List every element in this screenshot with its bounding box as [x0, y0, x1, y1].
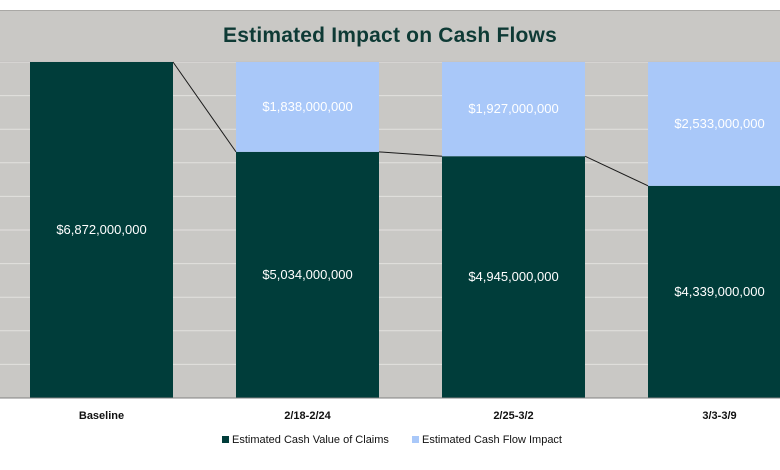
- bar-impact-2: [442, 62, 585, 157]
- legend-swatch-0: [222, 436, 229, 443]
- x-tick-label-2: 2/25-3/2: [493, 410, 533, 422]
- bar-claims-3: [648, 185, 780, 398]
- x-tick-label-1: 2/18-2/24: [284, 410, 331, 422]
- data-label-claims-3: $4,339,000,000: [674, 284, 764, 299]
- bar-claims-0: [30, 62, 173, 398]
- bar-claims-1: [236, 151, 379, 398]
- x-tick-label-0: Baseline: [79, 410, 124, 422]
- data-label-impact-2: $1,927,000,000: [468, 101, 558, 116]
- legend-swatch-1: [412, 436, 419, 443]
- bar-claims-2: [442, 156, 585, 398]
- title-band: Estimated Impact on Cash Flows: [0, 10, 780, 62]
- x-tick-label-3: 3/3-3/9: [702, 410, 736, 422]
- connector-line-2: [584, 155, 649, 187]
- data-label-impact-1: $1,838,000,000: [262, 99, 352, 114]
- connector-line-0: [172, 61, 237, 153]
- legend-label-0: Estimated Cash Value of Claims: [232, 434, 389, 446]
- data-label-claims-0: $6,872,000,000: [56, 222, 146, 237]
- bar-impact-3: [648, 62, 780, 186]
- data-label-claims-1: $5,034,000,000: [262, 267, 352, 282]
- data-label-claims-2: $4,945,000,000: [468, 269, 558, 284]
- data-label-impact-3: $2,533,000,000: [674, 116, 764, 131]
- legend-label-1: Estimated Cash Flow Impact: [422, 434, 562, 446]
- connector-line-1: [378, 151, 443, 157]
- bar-impact-1: [236, 62, 379, 152]
- chart-title: Estimated Impact on Cash Flows: [223, 24, 557, 47]
